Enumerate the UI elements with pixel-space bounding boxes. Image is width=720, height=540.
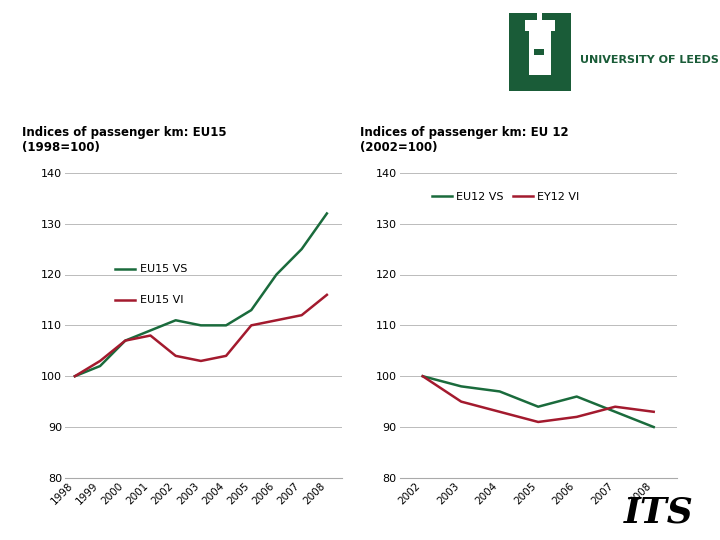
Bar (536, 9, 542, 20)
Legend: EU12 VS, EY12 VI: EU12 VS, EY12 VI (428, 187, 584, 206)
Bar (525, 20, 555, 31)
Text: Indices of passenger km: EU 12
(2002=100): Indices of passenger km: EU 12 (2002=100… (360, 126, 569, 154)
Bar (509, 14, 571, 91)
Text: Indices of passenger km: EU15
(1998=100): Indices of passenger km: EU15 (1998=100) (22, 126, 226, 154)
Text: ITS: ITS (624, 496, 694, 530)
Text: EU15 VI: EU15 VI (140, 295, 184, 305)
Text: UNIVERSITY OF LEEDS: UNIVERSITY OF LEEDS (580, 55, 719, 65)
Text: In contrast, for passengers in EU15, vertically
separated railways have grown fa: In contrast, for passengers in EU15, ver… (17, 24, 467, 78)
Bar (529, 26, 551, 75)
Text: EU15 VS: EU15 VS (140, 265, 188, 274)
Bar (534, 49, 544, 56)
